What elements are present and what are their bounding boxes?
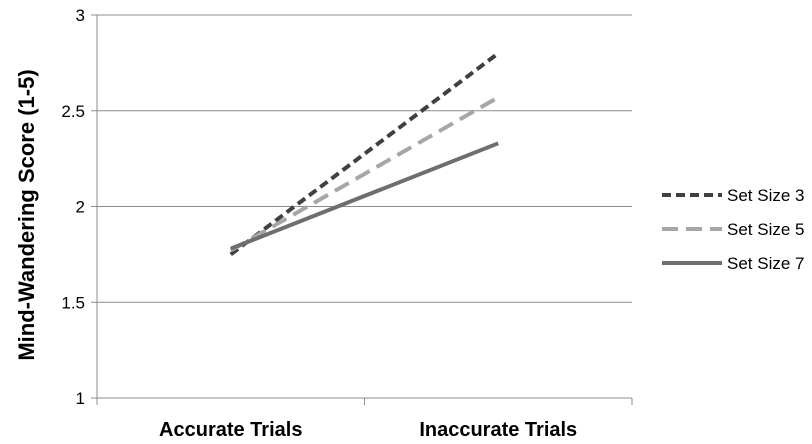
legend-label: Set Size 3 [727, 186, 805, 205]
gridlines [91, 14, 633, 405]
legend-label: Set Size 5 [727, 220, 805, 239]
y-axis-title: Mind-Wandering Score (1-5) [14, 69, 39, 360]
series-line [230, 141, 499, 251]
y-tick-label: 2.5 [61, 102, 85, 121]
legend-label: Set Size 7 [727, 254, 805, 273]
y-tick-label: 3 [76, 6, 85, 25]
series-line [229, 95, 500, 253]
y-tick-label: 1 [76, 389, 85, 408]
x-category-label: Inaccurate Trials [419, 419, 577, 441]
series-line [229, 51, 500, 256]
x-category-labels: Accurate Trials Inaccurate Trials [159, 419, 577, 441]
x-category-label: Accurate Trials [159, 419, 302, 441]
legend: Set Size 3 Set Size 5 Set Size 7 [662, 186, 805, 273]
y-tick-labels: 1 1.5 2 2.5 3 [61, 6, 85, 408]
y-tick-label: 2 [76, 198, 85, 217]
series-lines [229, 51, 500, 256]
y-tick-label: 1.5 [61, 293, 85, 312]
